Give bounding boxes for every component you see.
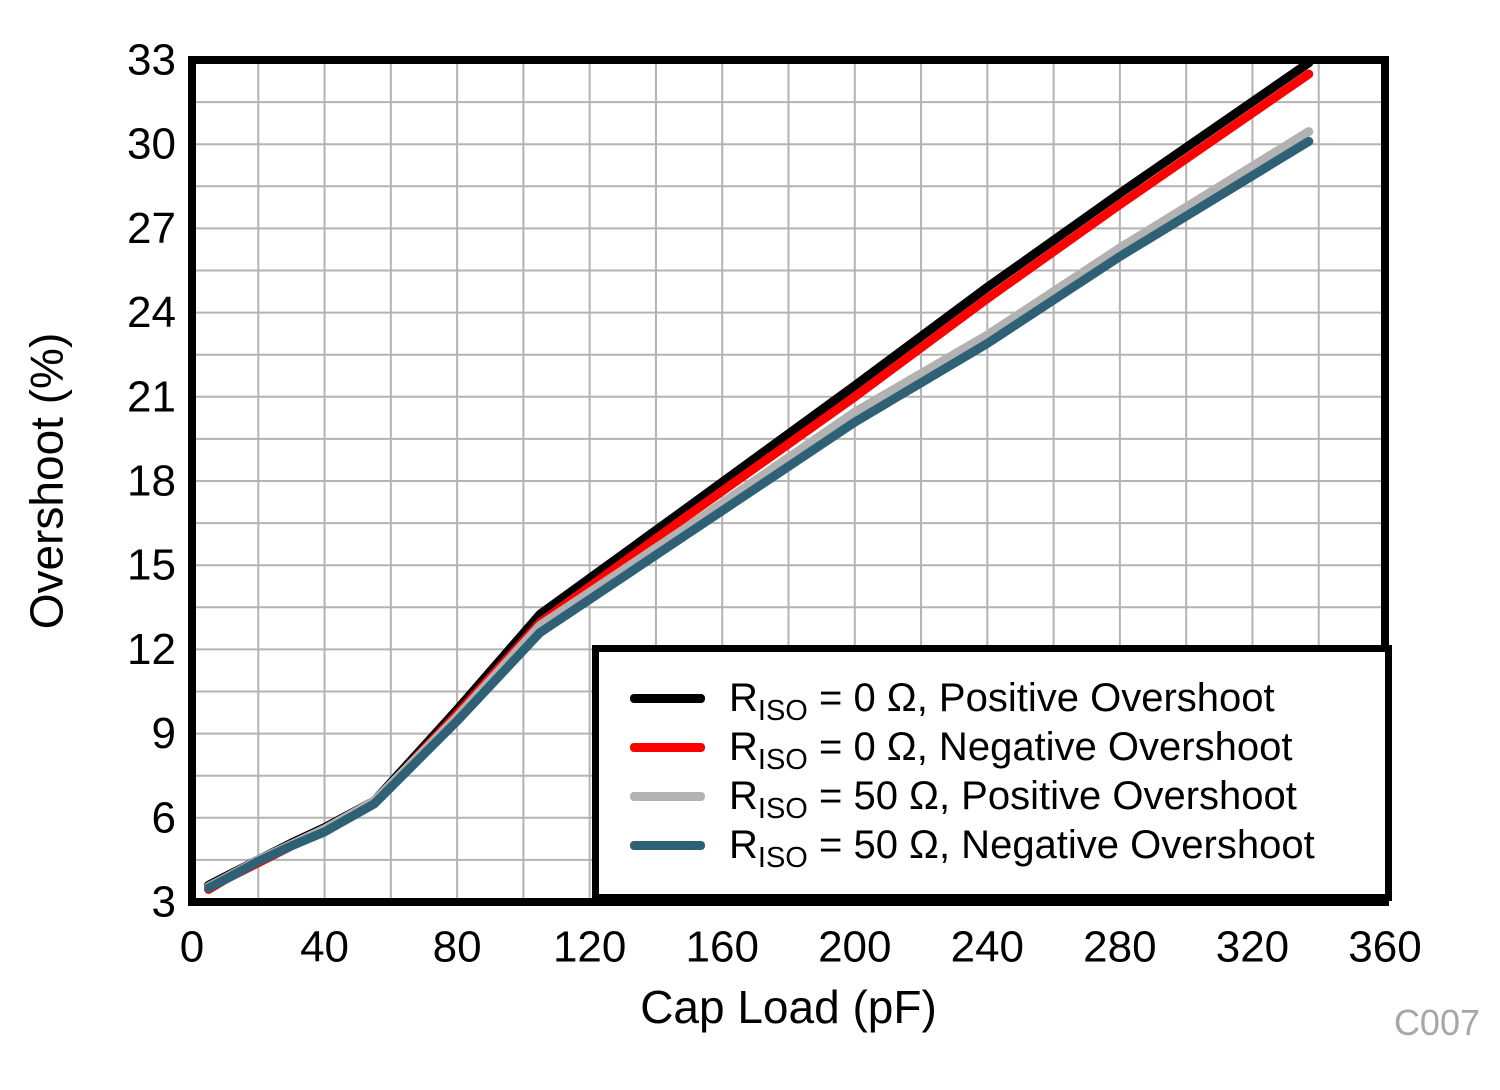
- legend-item: RISO = 50 Ω, Negative Overshoot: [630, 821, 1385, 874]
- y-tick-label: 33: [127, 36, 176, 85]
- legend-item-label: RISO = 50 Ω, Positive Overshoot: [729, 774, 1297, 825]
- y-tick-label: 6: [152, 793, 176, 842]
- legend-swatch-line: [630, 694, 705, 703]
- legend-item: RISO = 0 Ω, Positive Overshoot: [630, 674, 1385, 727]
- legend: RISO = 0 Ω, Positive Overshoot RISO = 0 …: [592, 645, 1392, 901]
- x-tick-label: 280: [1083, 923, 1156, 972]
- x-tick-label: 200: [818, 923, 891, 972]
- legend-swatch-line: [630, 841, 705, 850]
- legend-item-label: RISO = 50 Ω, Negative Overshoot: [729, 823, 1315, 874]
- x-tick-label: 320: [1216, 923, 1289, 972]
- legend-item: RISO = 0 Ω, Negative Overshoot: [630, 723, 1385, 776]
- y-axis-title: Overshoot (%): [20, 332, 72, 630]
- x-tick-label: 240: [951, 923, 1024, 972]
- y-tick-label: 27: [127, 204, 176, 253]
- legend-swatch-line: [630, 743, 705, 752]
- x-axis-title: Cap Load (pF): [640, 981, 937, 1033]
- x-tick-label: 120: [553, 923, 626, 972]
- y-axis-title-wrap: Overshoot (%): [0, 60, 92, 902]
- y-tick-label: 21: [127, 372, 176, 421]
- x-tick-label: 160: [686, 923, 759, 972]
- legend-swatch-line: [630, 792, 705, 801]
- y-tick-label: 12: [127, 625, 176, 674]
- y-tick-label: 24: [127, 288, 176, 337]
- x-tick-label: 360: [1348, 923, 1421, 972]
- x-tick-label: 40: [300, 923, 349, 972]
- y-tick-label: 9: [152, 709, 176, 758]
- y-tick-label: 18: [127, 457, 176, 506]
- x-tick-label: 80: [433, 923, 482, 972]
- series-line-riso-50-negative: [204, 136, 1314, 893]
- y-tick-label: 15: [127, 541, 176, 590]
- y-tick-label: 3: [152, 878, 176, 927]
- plot-frame: [188, 56, 1389, 906]
- figure-code-label: C007: [1393, 1002, 1480, 1043]
- y-tick-label: 30: [127, 120, 176, 169]
- legend-item: RISO = 50 Ω, Positive Overshoot: [630, 772, 1385, 825]
- x-tick-label: 0: [180, 923, 204, 972]
- legend-item-label: RISO = 0 Ω, Positive Overshoot: [729, 676, 1275, 727]
- legend-item-label: RISO = 0 Ω, Negative Overshoot: [729, 725, 1293, 776]
